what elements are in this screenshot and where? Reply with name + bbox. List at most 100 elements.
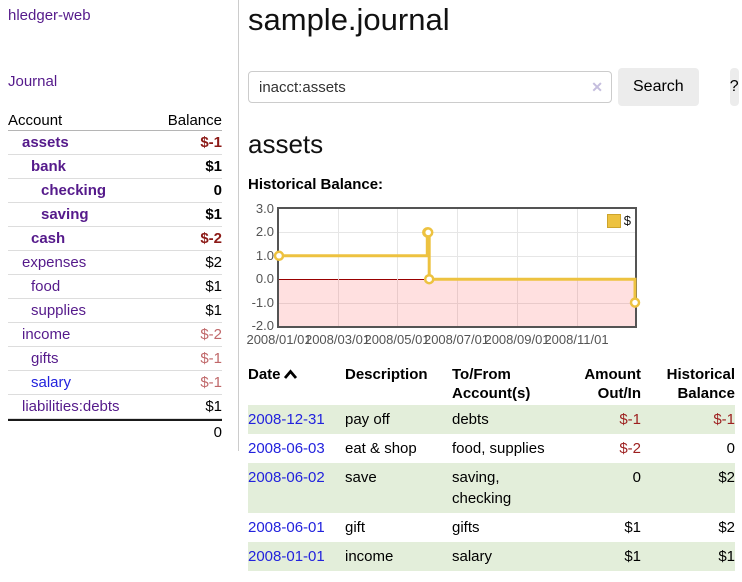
account-row: assets $-1 (8, 131, 222, 155)
accounts-table-header: Account Balance (8, 106, 222, 131)
account-link-bank[interactable]: bank (31, 158, 67, 175)
register-row: 2008-01-01 income salary $1 $1 (248, 542, 735, 571)
accounts-header-balance: Balance (167, 112, 222, 129)
legend-swatch-icon (606, 213, 621, 228)
chart-data-point-marker (422, 227, 434, 238)
account-heading: assets (248, 129, 324, 159)
help-button[interactable]: ? (729, 68, 739, 106)
historical-balance-chart: 3.0 2.0 1.0 0.0 -1.0 -2.0 $ 2008/01/01 2008/03… (246, 201, 735, 352)
account-link-supplies[interactable]: supplies (31, 302, 87, 319)
account-link-income[interactable]: income (22, 326, 71, 343)
sort-ascending-icon (283, 369, 297, 379)
register-header-row: Date Description To/From Account(s) Amou… (248, 363, 735, 405)
account-link-checking[interactable]: checking (41, 182, 107, 199)
account-link-liabilities-debts[interactable]: liabilities:debts (22, 398, 120, 415)
account-balance: $-1 (200, 374, 222, 391)
register-row: 2008-06-01 gift gifts $1 $2 (248, 513, 735, 542)
transaction-accounts: salary (452, 548, 493, 565)
chart-x-axis: 2008/01/01 2008/03/01 2008/05/01 2008/07/01… (246, 332, 637, 348)
register-header-description: Description (345, 366, 428, 383)
account-link-saving[interactable]: saving (41, 206, 89, 223)
account-balance: $-1 (200, 134, 222, 151)
chart-x-tick-label: 2008/11/01 (544, 332, 609, 347)
chart-gridline (397, 209, 398, 326)
account-link-gifts[interactable]: gifts (31, 350, 59, 367)
chart-y-tick-label: 0.0 (255, 271, 274, 287)
page-title: sample.journal (248, 2, 450, 37)
sidebar-item-journal[interactable]: Journal (8, 73, 58, 90)
account-row: income $-2 (8, 323, 222, 347)
account-row: liabilities:debts $1 (8, 395, 222, 419)
register-row: 2008-06-02 save saving, checking 0 $2 (248, 463, 735, 513)
register-header-balance: Historical Balance (666, 366, 735, 402)
chart-y-tick-label: 2.0 (255, 224, 274, 240)
accounts-table: Account Balance assets $-1 bank $1 check… (8, 106, 222, 444)
chart-plot: $ (273, 207, 641, 328)
account-balance: $-2 (200, 230, 222, 247)
chart-data-point-marker (423, 273, 435, 285)
transaction-balance: 0 (726, 440, 735, 457)
account-balance: $1 (205, 206, 222, 223)
account-balance: 0 (213, 182, 222, 199)
search-input[interactable] (248, 71, 612, 103)
chart-y-tick-label: 3.0 (255, 201, 274, 216)
transaction-balance: $1 (718, 548, 735, 565)
register-header-date[interactable]: Date (248, 363, 345, 405)
chart-gridline (576, 209, 578, 326)
transaction-description: income (345, 548, 394, 565)
transaction-date-link[interactable]: 2008-06-01 (248, 519, 325, 536)
account-balance: $1 (205, 158, 222, 175)
account-link-assets[interactable]: assets (22, 134, 69, 151)
register-header-accounts: To/From Account(s) (452, 366, 531, 402)
chart-y-tick-label: 1.0 (255, 247, 274, 263)
transaction-amount: $-1 (619, 411, 641, 428)
transaction-date-link[interactable]: 2008-01-01 (248, 548, 325, 565)
chart-negative-region (279, 279, 635, 326)
chart-gridline (517, 209, 518, 326)
transaction-description: gift (345, 519, 366, 536)
chart-series-line (273, 227, 641, 308)
clear-search-icon[interactable]: ✕ (591, 79, 603, 95)
transaction-balance: $-1 (713, 411, 735, 428)
account-link-food[interactable]: food (31, 278, 61, 295)
accounts-header-account: Account (8, 112, 63, 129)
transaction-amount: 0 (632, 469, 641, 486)
accounts-total-value: 0 (213, 424, 222, 441)
account-row: saving $1 (8, 203, 222, 227)
account-row: bank $1 (8, 155, 222, 179)
transaction-amount: $-2 (619, 440, 641, 457)
transaction-date-link[interactable]: 2008-06-02 (248, 469, 325, 486)
account-row: gifts $-1 (8, 347, 222, 371)
chart-legend: $ (606, 213, 631, 228)
chart-x-tick-label: 2008/09/01 (484, 332, 550, 347)
chart-x-tick-label: 2008/07/01 (423, 332, 490, 347)
main-content: sample.journal ✕ Search ? assets Histori… (246, 0, 739, 571)
account-balance: $-1 (200, 350, 222, 367)
account-link-expenses[interactable]: expenses (22, 254, 87, 271)
chart-x-tick-label: 2008/05/01 (364, 332, 430, 347)
register-row: 2008-12-31 pay off debts $-1 $-1 (248, 405, 735, 434)
accounts-total-row: 0 (8, 419, 222, 444)
chart-gridline (337, 209, 339, 326)
transaction-accounts: food, supplies (452, 440, 545, 457)
transaction-accounts: gifts (452, 519, 480, 536)
app-title-link[interactable]: hledger-web (8, 7, 91, 24)
account-balance: $1 (205, 302, 222, 319)
transaction-description: pay off (345, 411, 390, 428)
account-balance: $1 (205, 398, 222, 415)
transaction-accounts: saving, checking (452, 469, 512, 507)
account-balance: $1 (205, 278, 222, 295)
account-link-salary[interactable]: salary (31, 374, 72, 391)
transaction-description: save (345, 469, 377, 486)
legend-label: $ (623, 213, 631, 228)
transaction-amount: $1 (624, 519, 641, 536)
account-row: checking 0 (8, 179, 222, 203)
search-button[interactable]: Search (618, 68, 699, 106)
account-row: expenses $2 (8, 251, 222, 275)
chart-gridline (456, 209, 458, 326)
account-link-cash[interactable]: cash (31, 230, 66, 247)
transaction-date-link[interactable]: 2008-12-31 (248, 411, 325, 428)
chart-heading: Historical Balance: (248, 176, 384, 193)
transaction-amount: $1 (624, 548, 641, 565)
transaction-date-link[interactable]: 2008-06-03 (248, 440, 325, 457)
